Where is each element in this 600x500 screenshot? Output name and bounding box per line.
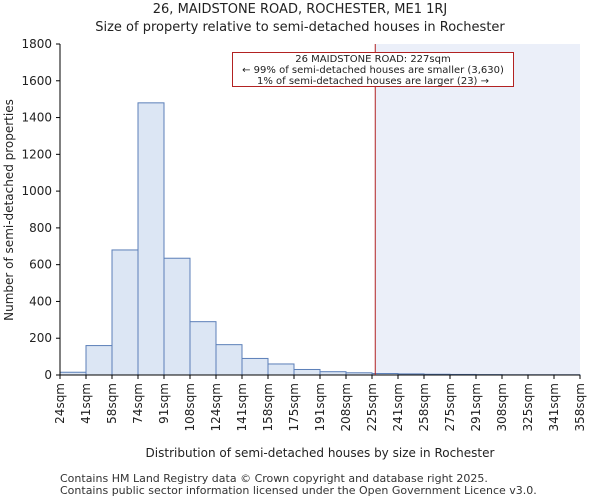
- x-tick-label: 141sqm: [235, 383, 249, 431]
- histogram-bar: [241, 357, 269, 376]
- x-tick-label: 175sqm: [287, 383, 301, 431]
- footer-licence: Contains public sector information licen…: [60, 484, 537, 497]
- histogram-bar: [215, 344, 243, 376]
- y-tick-label: 0: [44, 368, 52, 382]
- chart-title-address: 26, MAIDSTONE ROAD, ROCHESTER, ME1 1RJ: [152, 2, 448, 17]
- x-tick-label: 308sqm: [495, 383, 509, 431]
- x-tick-label: 291sqm: [469, 383, 483, 431]
- chart-title: Size of property relative to semi-detach…: [95, 20, 505, 35]
- x-tick-label: 341sqm: [547, 383, 561, 431]
- y-tick-label: 400: [29, 294, 52, 308]
- y-tick-label: 200: [29, 331, 52, 345]
- histogram-bar: [85, 345, 113, 376]
- annotation-box: 26 MAIDSTONE ROAD: 227sqm ← 99% of semi-…: [232, 52, 514, 87]
- histogram-bar: [293, 368, 321, 376]
- x-tick-label: 91sqm: [157, 383, 171, 424]
- histogram-bar: [111, 249, 139, 376]
- footer-copyright: Contains HM Land Registry data © Crown c…: [60, 472, 488, 485]
- x-axis-label: Distribution of semi-detached houses by …: [146, 446, 495, 460]
- y-tick-label: 800: [29, 221, 52, 235]
- y-tick-label: 1200: [21, 147, 52, 161]
- y-tick-label: 600: [29, 258, 52, 272]
- x-tick-label: 158sqm: [261, 383, 275, 431]
- x-tick-label: 124sqm: [209, 383, 223, 431]
- x-tick-label: 41sqm: [79, 383, 93, 424]
- y-axis-label: Number of semi-detached properties: [2, 99, 16, 321]
- histogram-bar: [267, 363, 295, 376]
- x-tick-label: 191sqm: [313, 383, 327, 431]
- y-tick-label: 1000: [21, 184, 52, 198]
- x-tick-label: 358sqm: [573, 383, 587, 431]
- larger-region-shade: [375, 44, 580, 375]
- histogram-bar: [189, 321, 217, 376]
- histogram-bar: [137, 102, 165, 376]
- y-tick-label: 1600: [21, 74, 52, 88]
- x-tick-label: 241sqm: [391, 383, 405, 431]
- x-tick-label: 24sqm: [53, 383, 67, 424]
- y-tick-label: 1800: [21, 37, 52, 51]
- x-tick-label: 58sqm: [105, 383, 119, 424]
- x-tick-label: 208sqm: [339, 383, 353, 431]
- x-tick-label: 225sqm: [365, 383, 379, 431]
- x-tick-label: 325sqm: [521, 383, 535, 431]
- x-tick-label: 108sqm: [183, 383, 197, 431]
- annotation-line-2: ← 99% of semi-detached houses are smalle…: [242, 65, 504, 76]
- histogram-bar: [163, 257, 191, 376]
- y-tick-label: 1400: [21, 111, 52, 125]
- x-tick-label: 258sqm: [417, 383, 431, 431]
- annotation-line-3: 1% of semi-detached houses are larger (2…: [256, 76, 490, 87]
- annotation-line-1: 26 MAIDSTONE ROAD: 227sqm: [295, 54, 451, 65]
- x-tick-label: 275sqm: [443, 383, 457, 431]
- x-tick-label: 74sqm: [131, 383, 145, 424]
